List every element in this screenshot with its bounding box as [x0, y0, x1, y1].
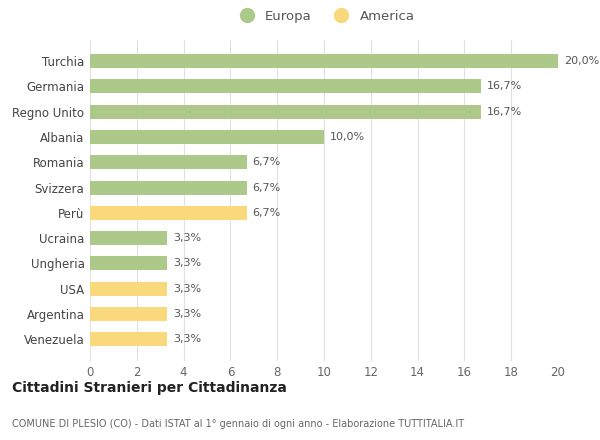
Text: 3,3%: 3,3%	[173, 233, 201, 243]
Text: 6,7%: 6,7%	[253, 183, 281, 193]
Bar	[90, 206, 247, 220]
Legend: Europa, America: Europa, America	[228, 4, 420, 28]
Text: 6,7%: 6,7%	[253, 157, 281, 167]
Bar	[90, 307, 167, 321]
Text: 16,7%: 16,7%	[487, 81, 522, 92]
Bar	[90, 257, 167, 270]
Bar	[90, 180, 247, 194]
Text: 3,3%: 3,3%	[173, 284, 201, 293]
Bar	[90, 80, 481, 93]
Bar	[90, 282, 167, 296]
Text: 6,7%: 6,7%	[253, 208, 281, 218]
Text: 10,0%: 10,0%	[330, 132, 365, 142]
Bar	[90, 231, 167, 245]
Text: Cittadini Stranieri per Cittadinanza: Cittadini Stranieri per Cittadinanza	[12, 381, 287, 395]
Text: COMUNE DI PLESIO (CO) - Dati ISTAT al 1° gennaio di ogni anno - Elaborazione TUT: COMUNE DI PLESIO (CO) - Dati ISTAT al 1°…	[12, 419, 464, 429]
Text: 16,7%: 16,7%	[487, 107, 522, 117]
Text: 20,0%: 20,0%	[564, 56, 599, 66]
Text: 3,3%: 3,3%	[173, 258, 201, 268]
Bar	[90, 130, 324, 144]
Bar	[90, 332, 167, 346]
Text: 3,3%: 3,3%	[173, 334, 201, 344]
Bar	[90, 54, 558, 68]
Bar	[90, 155, 247, 169]
Text: 3,3%: 3,3%	[173, 309, 201, 319]
Bar	[90, 105, 481, 119]
